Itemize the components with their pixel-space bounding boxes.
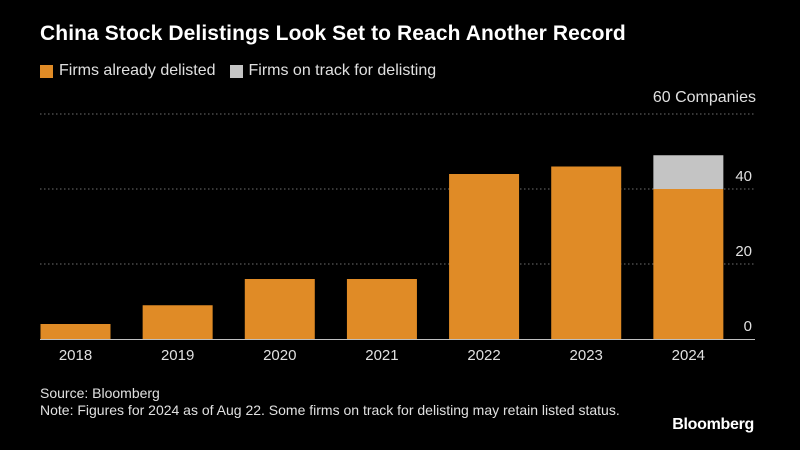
footnote: Note: Figures for 2024 as of Aug 22. Som… xyxy=(40,402,620,418)
x-tick-label-2020: 2020 xyxy=(263,347,296,364)
legend-item-delisted: Firms already delisted xyxy=(40,62,216,80)
bar-2023-delisted xyxy=(551,166,622,339)
y-tick-label-0: 0 xyxy=(744,318,752,335)
x-tick-label-2023: 2023 xyxy=(570,347,603,364)
legend-label-on-track: Firms on track for delisting xyxy=(248,62,437,79)
bar-2024-delisted xyxy=(653,189,724,339)
x-tick-label-2024: 2024 xyxy=(672,347,705,364)
x-tick-label-2019: 2019 xyxy=(161,347,194,364)
bloomberg-logo: Bloomberg xyxy=(672,416,754,433)
x-tick-label-2018: 2018 xyxy=(59,347,92,364)
chart-title: China Stock Delistings Look Set to Reach… xyxy=(40,22,626,45)
bar-2018-delisted xyxy=(40,324,111,339)
chart-footer: Source: Bloomberg Note: Figures for 2024… xyxy=(40,385,640,419)
bar-2024-on-track xyxy=(653,155,724,189)
bar-2020-delisted xyxy=(244,279,315,339)
y-tick-label-40: 40 xyxy=(735,168,752,185)
y-axis-unit-label: 60 Companies xyxy=(652,89,756,106)
legend-label-delisted: Firms already delisted xyxy=(59,62,216,79)
chart-legend: Firms already delisted Firms on track fo… xyxy=(40,62,450,80)
bar-2019-delisted xyxy=(142,305,213,339)
legend-swatch-on-track xyxy=(229,64,243,78)
legend-swatch-delisted xyxy=(40,64,53,78)
bar-2022-delisted xyxy=(449,174,520,339)
x-tick-label-2021: 2021 xyxy=(365,347,398,364)
y-tick-label-20: 20 xyxy=(735,243,752,260)
source-note: Source: Bloomberg xyxy=(40,385,160,401)
legend-item-on-track: Firms on track for delisting xyxy=(229,62,437,80)
x-tick-label-2022: 2022 xyxy=(467,347,500,364)
bar-2021-delisted xyxy=(346,279,417,339)
